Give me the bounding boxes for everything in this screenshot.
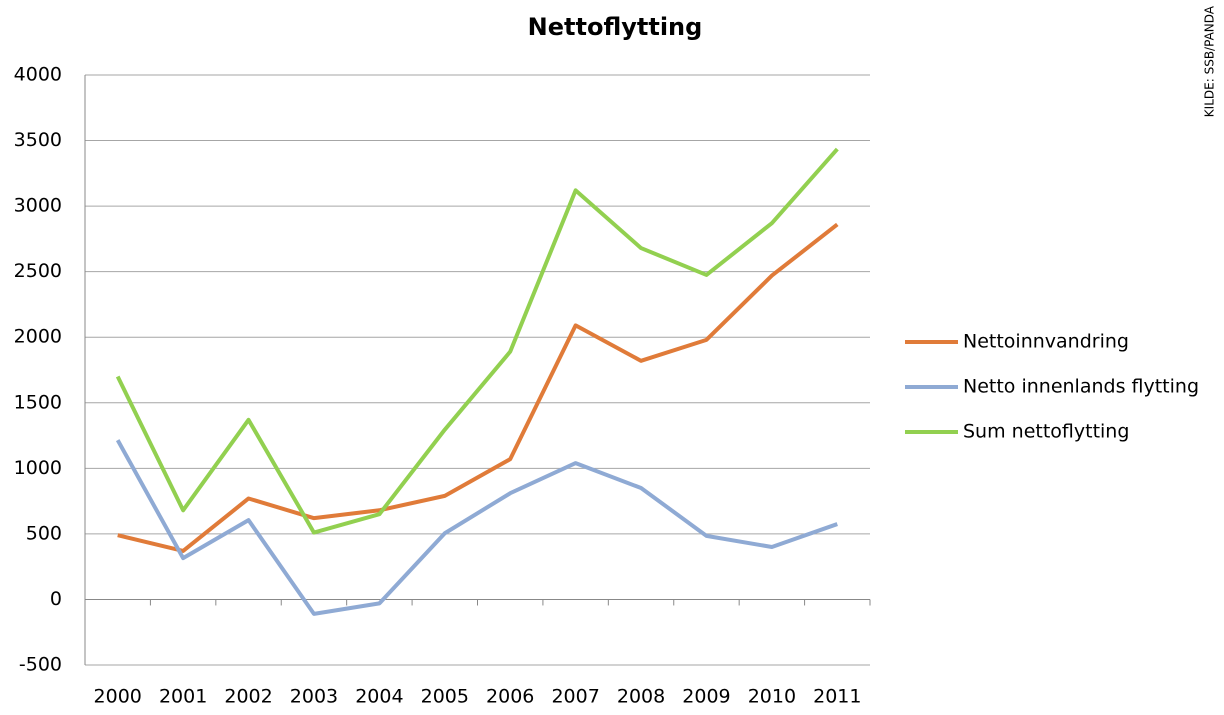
x-tick-label: 2005 xyxy=(421,686,469,708)
x-tick-label: 2009 xyxy=(682,686,730,708)
y-tick-label: 2500 xyxy=(14,260,62,282)
y-tick-label: 4000 xyxy=(14,64,62,86)
y-tick-label: 0 xyxy=(50,588,62,610)
x-tick-label: 2003 xyxy=(290,686,338,708)
x-tick-label: 2010 xyxy=(748,686,796,708)
x-tick-label: 2008 xyxy=(617,686,665,708)
y-tick-label: 1000 xyxy=(14,457,62,479)
x-tick-label: 2006 xyxy=(486,686,534,708)
y-tick-label: 2000 xyxy=(14,326,62,348)
x-tick-label: 2002 xyxy=(224,686,272,708)
y-tick-label: -500 xyxy=(19,654,62,676)
y-tick-label: 500 xyxy=(26,522,62,544)
legend-label: Nettoinnvandring xyxy=(963,331,1129,353)
x-tick-label: 2007 xyxy=(551,686,599,708)
series-line xyxy=(115,439,838,616)
series-line xyxy=(115,147,839,535)
y-tick-label: 1500 xyxy=(14,391,62,413)
x-tick-label: 2004 xyxy=(355,686,403,708)
legend-label: Sum nettoflytting xyxy=(963,421,1129,443)
x-tick-label: 2001 xyxy=(159,686,207,708)
y-tick-label: 3000 xyxy=(14,195,62,217)
chart-title: Nettoflytting xyxy=(528,13,703,41)
x-tick-label: 2011 xyxy=(813,686,861,708)
legend-label: Netto innenlands flytting xyxy=(963,376,1199,398)
series-line xyxy=(117,222,839,553)
y-tick-label: 3500 xyxy=(14,129,62,151)
x-tick-label: 2000 xyxy=(94,686,142,708)
source-note: KILDE: SSB/PANDA xyxy=(1203,5,1217,117)
